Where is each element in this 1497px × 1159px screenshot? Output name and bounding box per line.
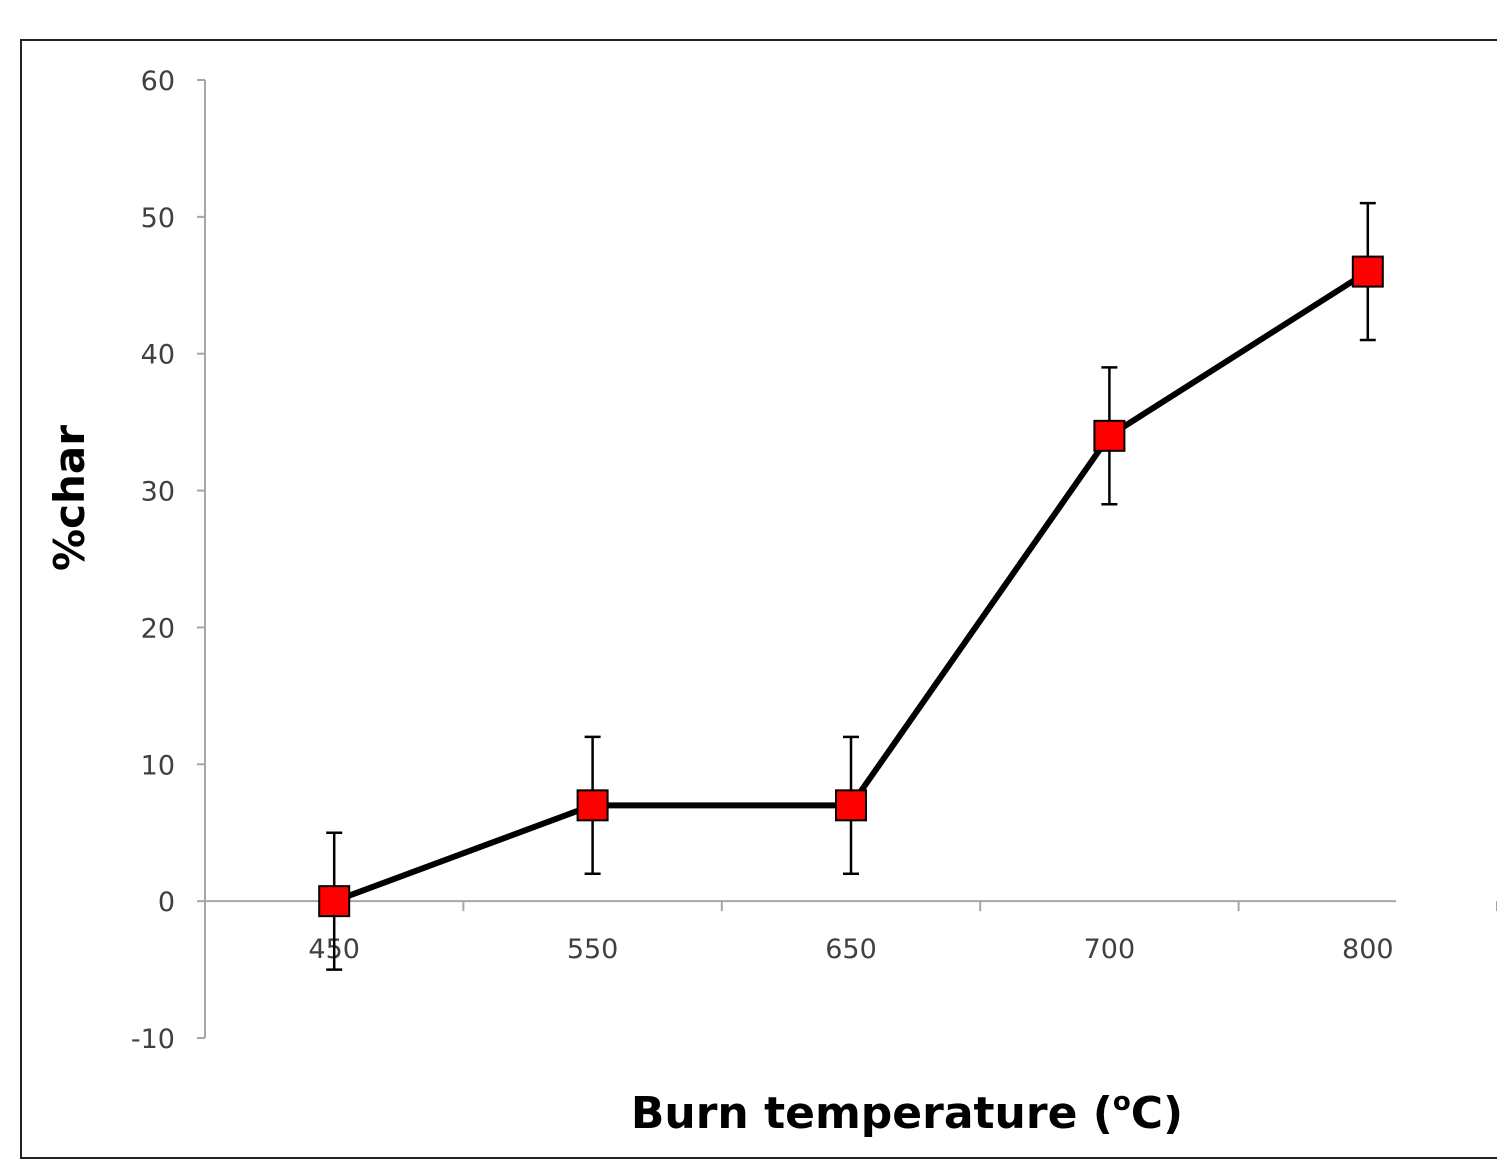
x-axis-title-text: Burn temperature ( [631,1088,1113,1139]
x-axis-ticks: 450 550 650 700 800 [204,901,1497,965]
x-axis-title: Burn temperature (oC) [631,1087,1183,1139]
x-axis-title-superscript: o [1113,1087,1131,1117]
data-point [1093,419,1126,452]
data-point [576,789,609,822]
y-tick-label: 40 [141,340,175,371]
y-tick-label: 50 [141,203,175,234]
data-point [835,789,867,822]
data-point [1351,255,1384,288]
y-axis-title: %char [45,425,94,571]
y-tick-label: -10 [131,1024,175,1055]
y-tick-label: 0 [158,887,175,918]
x-tick-label: 700 [1084,934,1136,965]
data-markers [318,255,1384,918]
y-axis-ticks: -10 0 10 20 30 40 50 60 [131,66,205,1055]
x-tick-label: 800 [1342,934,1394,965]
x-tick-label: 550 [567,934,619,965]
y-tick-label: 60 [141,66,175,97]
axes [204,80,1396,1038]
x-tick-label: 650 [825,934,877,965]
y-tick-label: 30 [141,477,175,508]
error-bars [326,201,1376,971]
x-axis-title-suffix: C) [1131,1088,1183,1139]
data-point [318,885,351,918]
y-tick-label: 10 [141,750,175,781]
y-tick-label: 20 [141,613,175,644]
